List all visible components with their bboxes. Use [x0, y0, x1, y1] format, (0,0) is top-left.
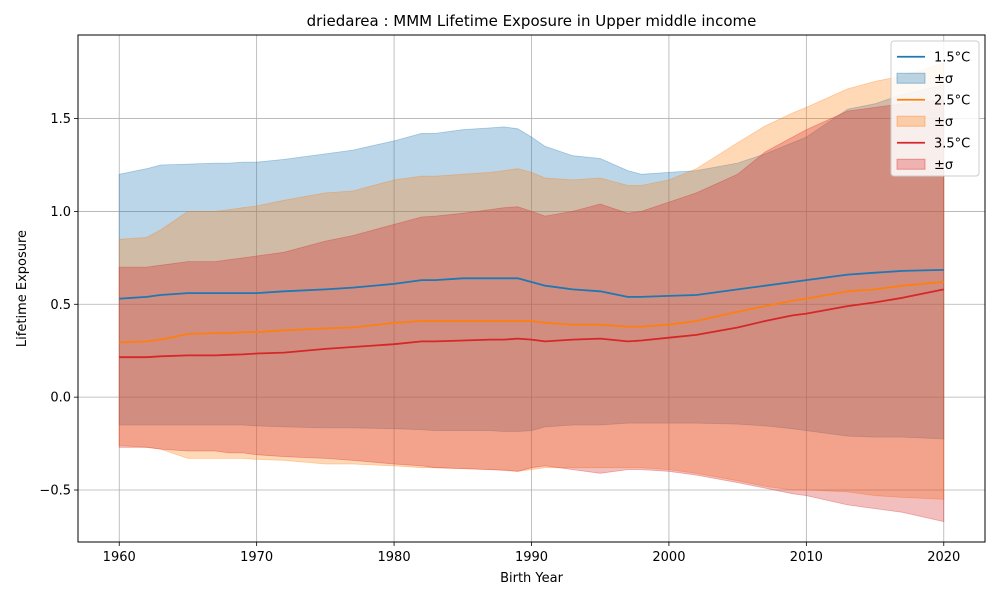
x-tick-label: 2010	[790, 550, 823, 565]
x-axis: 1960 1970 1980 1990 2000 2010 2020	[103, 542, 960, 565]
x-tick-label: 1970	[240, 550, 273, 565]
legend: 1.5°C ±σ 2.5°C ±σ 3.5°C ±σ	[890, 40, 980, 177]
x-tick-label: 1990	[515, 550, 548, 565]
grid	[78, 35, 985, 542]
y-tick-label: 0.0	[50, 391, 71, 406]
y-tick-label: 1.5	[50, 112, 71, 127]
legend-band-swatch	[896, 72, 926, 84]
y-tick-label: −0.5	[39, 484, 71, 499]
x-tick-label: 2000	[652, 550, 685, 565]
x-axis-label: Birth Year	[500, 571, 564, 586]
legend-entry-sigma: ±σ	[934, 115, 953, 130]
y-tick-label: 1.0	[50, 205, 71, 220]
legend-band-swatch	[896, 158, 926, 170]
line-3-5-c	[119, 288, 944, 359]
legend-entry-sigma: ±σ	[934, 158, 953, 173]
y-axis: −0.5 0.0 0.5 1.0 1.5	[39, 112, 78, 499]
chart-title: driedarea : MMM Lifetime Exposure in Upp…	[307, 12, 757, 30]
x-tick-label: 1960	[103, 550, 136, 565]
legend-entry-3-5-c: 3.5°C	[934, 136, 970, 151]
x-tick-label: 1980	[378, 550, 411, 565]
band-1-5-c	[118, 84, 945, 440]
series-lines	[119, 269, 944, 359]
line-1-5-c	[119, 269, 944, 300]
band-3-5-c	[118, 99, 945, 523]
line-2-5-c	[119, 281, 944, 344]
legend-entry-sigma: ±σ	[934, 72, 953, 87]
legend-entry-1-5-c: 1.5°C	[934, 50, 970, 65]
legend-band-swatch	[896, 115, 926, 127]
legend-entry-2-5-c: 2.5°C	[934, 93, 970, 108]
y-tick-label: 0.5	[50, 298, 71, 313]
y-axis-label: Lifetime Exposure	[15, 230, 30, 347]
x-tick-label: 2020	[927, 550, 960, 565]
